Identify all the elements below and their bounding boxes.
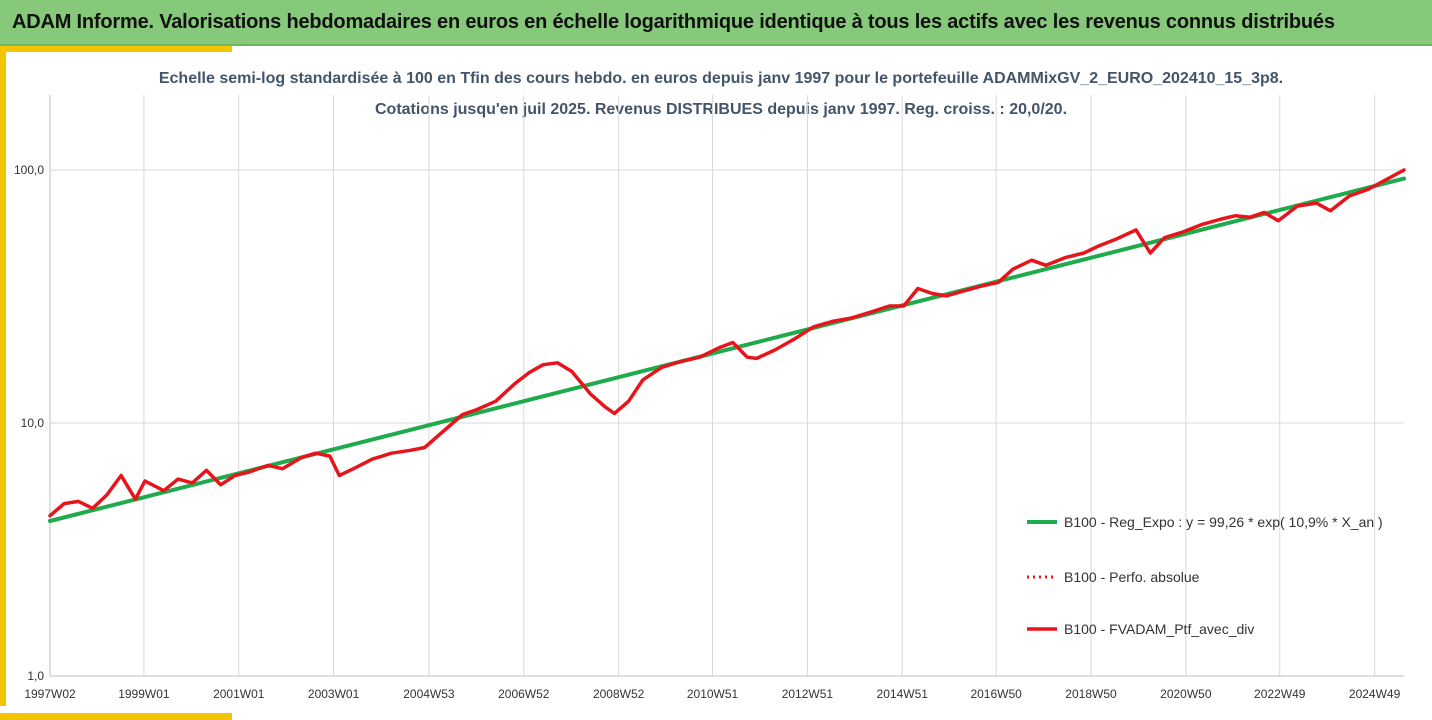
x-tick-label: 2003W01 [308,687,360,701]
series-line-1 [48,176,1406,523]
x-tick-label: 2016W50 [970,687,1022,701]
x-tick-label: 2024W49 [1349,687,1401,701]
x-tick-label: 2010W51 [687,687,739,701]
legend-label-3: B100 - FVADAM_Ptf_avec_div [1064,621,1254,637]
series-line-3 [48,168,1406,518]
header-bar: ADAM Informe. Valorisations hebdomadaire… [0,0,1432,46]
x-tick-label: 1999W01 [118,687,170,701]
y-tick-label: 100,0 [14,163,44,177]
x-tick-label: 1997W02 [24,687,76,701]
x-tick-label: 2020W50 [1160,687,1212,701]
accent-bar-bottom [0,713,232,720]
x-tick-label: 2004W53 [403,687,455,701]
x-tick-label: 2018W50 [1065,687,1117,701]
legend-label-1: B100 - Reg_Expo : y = 99,26 * exp( 10,9%… [1064,514,1383,530]
x-tick-label: 2006W52 [498,687,550,701]
y-tick-label: 10,0 [21,416,45,430]
x-tick-label: 2022W49 [1254,687,1306,701]
x-tick-label: 2014W51 [877,687,929,701]
x-tick-label: 2008W52 [593,687,645,701]
chart-subtitle: Cotations jusqu'en juil 2025. Revenus DI… [374,101,1068,118]
chart-title: Echelle semi-log standardisée à 100 en T… [158,70,1284,87]
x-tick-label: 2012W51 [782,687,834,701]
accent-bar-left [0,46,6,706]
legend-label-2: B100 - Perfo. absolue [1064,569,1200,585]
y-tick-label: 1,0 [27,669,44,683]
accent-bar-top [0,46,232,52]
x-tick-label: 2001W01 [213,687,265,701]
header-title: ADAM Informe. Valorisations hebdomadaire… [12,11,1335,33]
